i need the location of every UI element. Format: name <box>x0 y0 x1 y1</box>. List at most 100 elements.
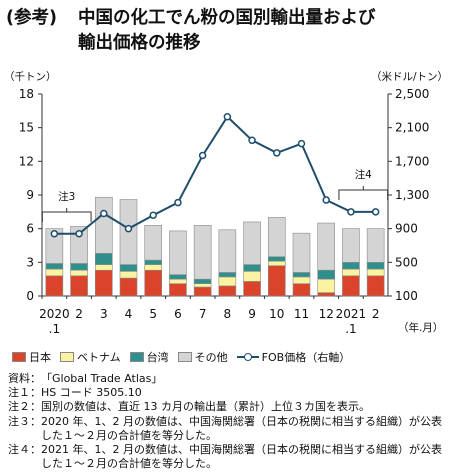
legend-swatch-japan <box>12 352 26 362</box>
bar-segment <box>243 221 261 265</box>
right-axis-unit: （米ドル/トン） <box>371 70 448 83</box>
fob-price-line <box>54 115 376 235</box>
legend-label-fob: FOB価格（右軸） <box>261 351 351 364</box>
bar-segment <box>70 226 88 264</box>
bar-segment <box>218 229 237 273</box>
legend-item-other: その他 <box>177 349 228 365</box>
bar-segment <box>45 228 64 264</box>
bar-segment <box>144 264 163 271</box>
note-3: 注３： 2020 年、1、2 月の数値は、中国海関総署（日本の税関に相当する組織）… <box>8 415 448 443</box>
x-tick-label: .1 <box>49 322 60 336</box>
legend-line-fob <box>236 352 259 362</box>
bar-segment <box>267 256 286 262</box>
note-text: 2021 年、1、2 月の数値は、中国海関総署（日本の税関に相当する組織）が公表… <box>41 443 442 471</box>
x-tick-label: 12 <box>319 307 334 321</box>
x-tick-label: 7 <box>199 307 207 321</box>
bar-segment <box>94 269 113 297</box>
bar-segment <box>45 268 64 277</box>
right-tick-label: 100 <box>395 289 418 303</box>
bar-segment <box>366 268 385 277</box>
bar-segment <box>317 278 336 293</box>
chart-title: (参考) 中国の化工でん粉の国別輸出量および 輸出価格の推移 <box>6 6 376 56</box>
bar-segment <box>45 263 64 270</box>
legend-item-fob: FOB価格（右軸） <box>236 349 351 365</box>
left-tick-label: 12 <box>19 154 34 168</box>
bar-segment <box>243 281 261 297</box>
left-tick-label: 6 <box>26 222 34 236</box>
bar-segment <box>119 271 138 279</box>
bar-segment <box>317 269 336 280</box>
x-tick-label: 6 <box>174 307 182 321</box>
note-1: 注１： HS コード 3505.10 <box>8 386 448 400</box>
bar-segment <box>144 225 163 261</box>
bar-segment <box>169 230 187 275</box>
legend-label-other: その他 <box>194 351 228 364</box>
x-tick-label: 2 <box>372 307 380 321</box>
fob-price-point <box>124 224 133 233</box>
bar-segment <box>94 196 113 254</box>
x-tick-label: 10 <box>269 307 284 321</box>
title-line-1: 中国の化工でん粉の国別輸出量および <box>78 8 376 28</box>
chart-legend: 日本 ベトナム 台湾 その他 FOB価格（右軸） <box>12 349 359 365</box>
bar-segment <box>94 264 113 271</box>
bar-segment <box>317 292 336 297</box>
fob-price-point <box>198 151 207 160</box>
bar-segment <box>218 285 237 297</box>
fob-price-point <box>50 229 59 238</box>
note-text: 2020 年、1、2 月の数値は、中国海関総署（日本の税関に相当する組織）が公表… <box>41 414 442 442</box>
bar-segment <box>94 253 113 265</box>
bar-segment <box>119 264 138 272</box>
legend-swatch-other <box>177 352 192 362</box>
left-tick-label: 0 <box>26 289 34 303</box>
fob-price-point <box>100 209 108 218</box>
bar-segment <box>193 225 212 280</box>
fob-price-point <box>174 198 182 207</box>
left-axis-unit: （千トン） <box>4 71 57 83</box>
note-label: 注４： <box>8 443 41 457</box>
note-text: HS コード 3505.10 <box>41 386 142 400</box>
fob-price-point <box>273 149 281 157</box>
legend-item-japan: 日本 <box>12 349 51 365</box>
source-notes: 資料： 「Global Trade Atlas」 注１： HS コード 3505.1… <box>8 372 448 471</box>
fob-price-point <box>75 229 83 238</box>
legend-label-taiwan: 台湾 <box>146 351 169 364</box>
annotation-label: 注3 <box>58 190 75 203</box>
x-tick-label: 11 <box>294 307 309 321</box>
legend-item-taiwan: 台湾 <box>129 349 169 365</box>
x-tick-label: 3 <box>100 307 108 321</box>
bar-segment <box>292 276 311 284</box>
bar-segment <box>243 271 261 282</box>
bar-segment <box>243 264 261 272</box>
bar-segment <box>366 262 385 270</box>
x-tick-label: 2020 <box>39 307 70 321</box>
title-line-2: 輸出価格の推移 <box>78 33 201 53</box>
note-text: 「Global Trade Atlas」 <box>41 372 163 385</box>
bar-segment <box>70 263 88 271</box>
right-tick-label: 500 <box>395 255 418 269</box>
bar-segment <box>366 228 385 263</box>
fob-price-point <box>371 208 380 216</box>
bar-segment <box>45 275 64 297</box>
annotation-bracket <box>41 211 92 222</box>
note-2: 注２： 国別の数値は、直近 13 カ月の輸出量（累計）上位３カ国を表示。 <box>8 400 448 414</box>
bar-segment <box>169 274 187 280</box>
fob-price-point <box>322 196 330 204</box>
note-label: 注２： <box>8 400 41 414</box>
bar-segment <box>342 262 360 270</box>
bar-segment <box>267 265 286 297</box>
bar-segment <box>317 222 336 271</box>
fob-price-point <box>248 136 256 145</box>
x-tick-label: 5 <box>149 307 157 321</box>
bar-segment <box>342 268 360 277</box>
fob-price-point <box>297 139 306 148</box>
x-tick-label: 4 <box>125 307 133 321</box>
note-label: 注１： <box>8 386 41 400</box>
bar-segment <box>342 228 360 263</box>
fob-price-point <box>149 211 157 219</box>
x-tick-label: 2 <box>75 307 83 321</box>
bar-segment <box>218 272 237 278</box>
bar-segment <box>292 272 311 278</box>
right-tick-label: 1,700 <box>395 154 429 168</box>
right-tick-label: 1,300 <box>395 188 429 202</box>
note-label: 注３： <box>8 414 41 428</box>
